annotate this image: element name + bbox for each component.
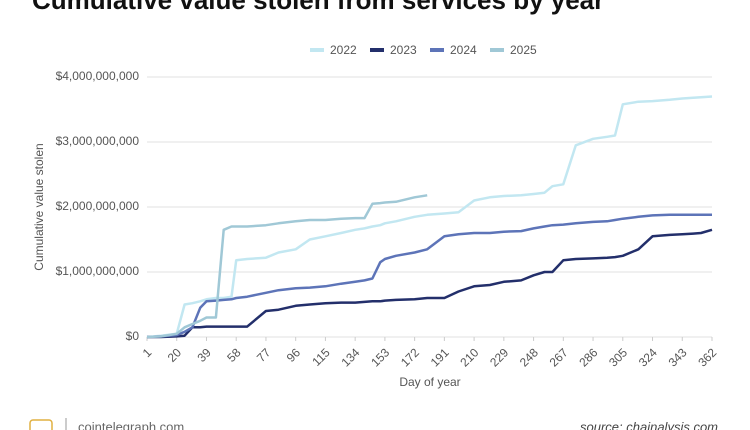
y-tick-label: $4,000,000,000 (56, 69, 140, 83)
legend-label: 2025 (510, 43, 537, 57)
legend-label: 2023 (390, 43, 417, 57)
x-tick-label: 343 (666, 345, 690, 369)
footer-site: cointelegraph.com (78, 419, 184, 430)
legend-label: 2022 (330, 43, 357, 57)
x-tick-label: 305 (606, 345, 630, 369)
chart-title: Cumulative value stolen from services by… (32, 0, 604, 15)
series-line (147, 228, 713, 339)
x-tick-label: 39 (194, 345, 214, 365)
x-tick-label: 20 (165, 345, 185, 365)
x-tick-label: 210 (457, 345, 481, 369)
x-tick-label: 172 (398, 345, 422, 369)
y-axis-label: Cumulative value stolen (32, 143, 46, 270)
y-tick-label: $1,000,000,000 (56, 264, 140, 278)
x-tick-label: 96 (284, 345, 304, 365)
y-tick-label: $3,000,000,000 (56, 134, 140, 148)
x-tick-label: 115 (309, 345, 333, 369)
x-tick-label: 77 (254, 345, 274, 365)
x-tick-label: 286 (576, 345, 600, 369)
series-line (146, 213, 712, 339)
series-line (146, 194, 428, 339)
x-axis-label: Day of year (399, 375, 460, 389)
x-tick-label: 1 (140, 345, 155, 360)
x-tick-label: 362 (695, 345, 719, 369)
series-line (146, 95, 713, 339)
x-tick-label: 248 (517, 345, 541, 369)
x-tick-label: 229 (487, 345, 511, 369)
x-tick-label: 324 (636, 345, 660, 369)
x-tick-label: 191 (428, 345, 452, 369)
x-tick-label: 153 (368, 345, 392, 369)
legend-label: 2024 (450, 43, 477, 57)
x-tick-label: 134 (338, 345, 362, 369)
logo (29, 419, 53, 430)
footer-source: source: chainalysis.com (580, 419, 718, 430)
y-tick-label: $0 (126, 329, 140, 343)
x-tick-label: 267 (547, 345, 571, 369)
y-tick-label: $2,000,000,000 (56, 199, 140, 213)
x-tick-label: 58 (224, 345, 244, 365)
